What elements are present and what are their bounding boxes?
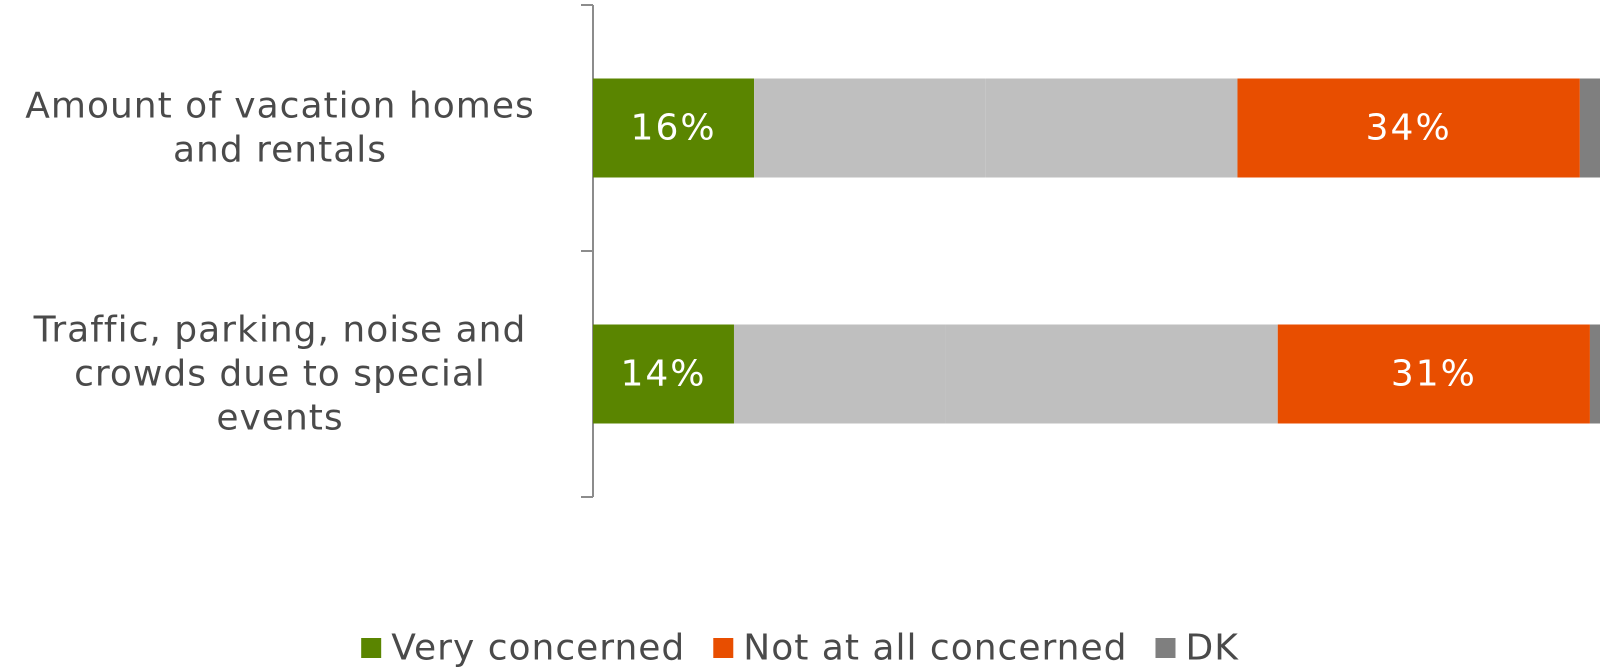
legend-swatch: [1155, 638, 1176, 658]
bar-segment: [1277, 324, 1590, 424]
category-label-line: Amount of vacation homes: [25, 86, 535, 127]
category-label-line: Traffic, parking, noise and: [33, 310, 527, 351]
legend-swatch: [713, 638, 734, 658]
legend-label: Not at all concerned: [743, 628, 1127, 669]
category-label: Amount of vacation homes and rentals: [25, 86, 535, 171]
bar-segment: [754, 78, 986, 178]
legend-label: DK: [1185, 628, 1239, 669]
data-label: 16%: [631, 108, 717, 149]
category-label-line: events: [216, 398, 343, 439]
bar-segment: [1579, 78, 1600, 178]
category-label-line: and rentals: [173, 130, 387, 171]
bar-segment: [945, 324, 1278, 424]
bar-segment: [1589, 324, 1600, 424]
data-label: 31%: [1391, 354, 1477, 395]
bar-segment: [593, 324, 734, 424]
bar-segment: [593, 78, 755, 178]
category-label-line: crowds due to special: [74, 354, 486, 395]
category-label: Traffic, parking, noise and crowds due to…: [33, 310, 527, 439]
legend-swatch: [361, 638, 382, 658]
data-label: 34%: [1366, 108, 1452, 149]
bar-segment: [985, 78, 1238, 178]
data-label: 14%: [620, 354, 706, 395]
bar-segment: [1237, 78, 1580, 178]
legend-label: Very concerned: [391, 628, 685, 669]
bar-segment: [733, 324, 946, 424]
